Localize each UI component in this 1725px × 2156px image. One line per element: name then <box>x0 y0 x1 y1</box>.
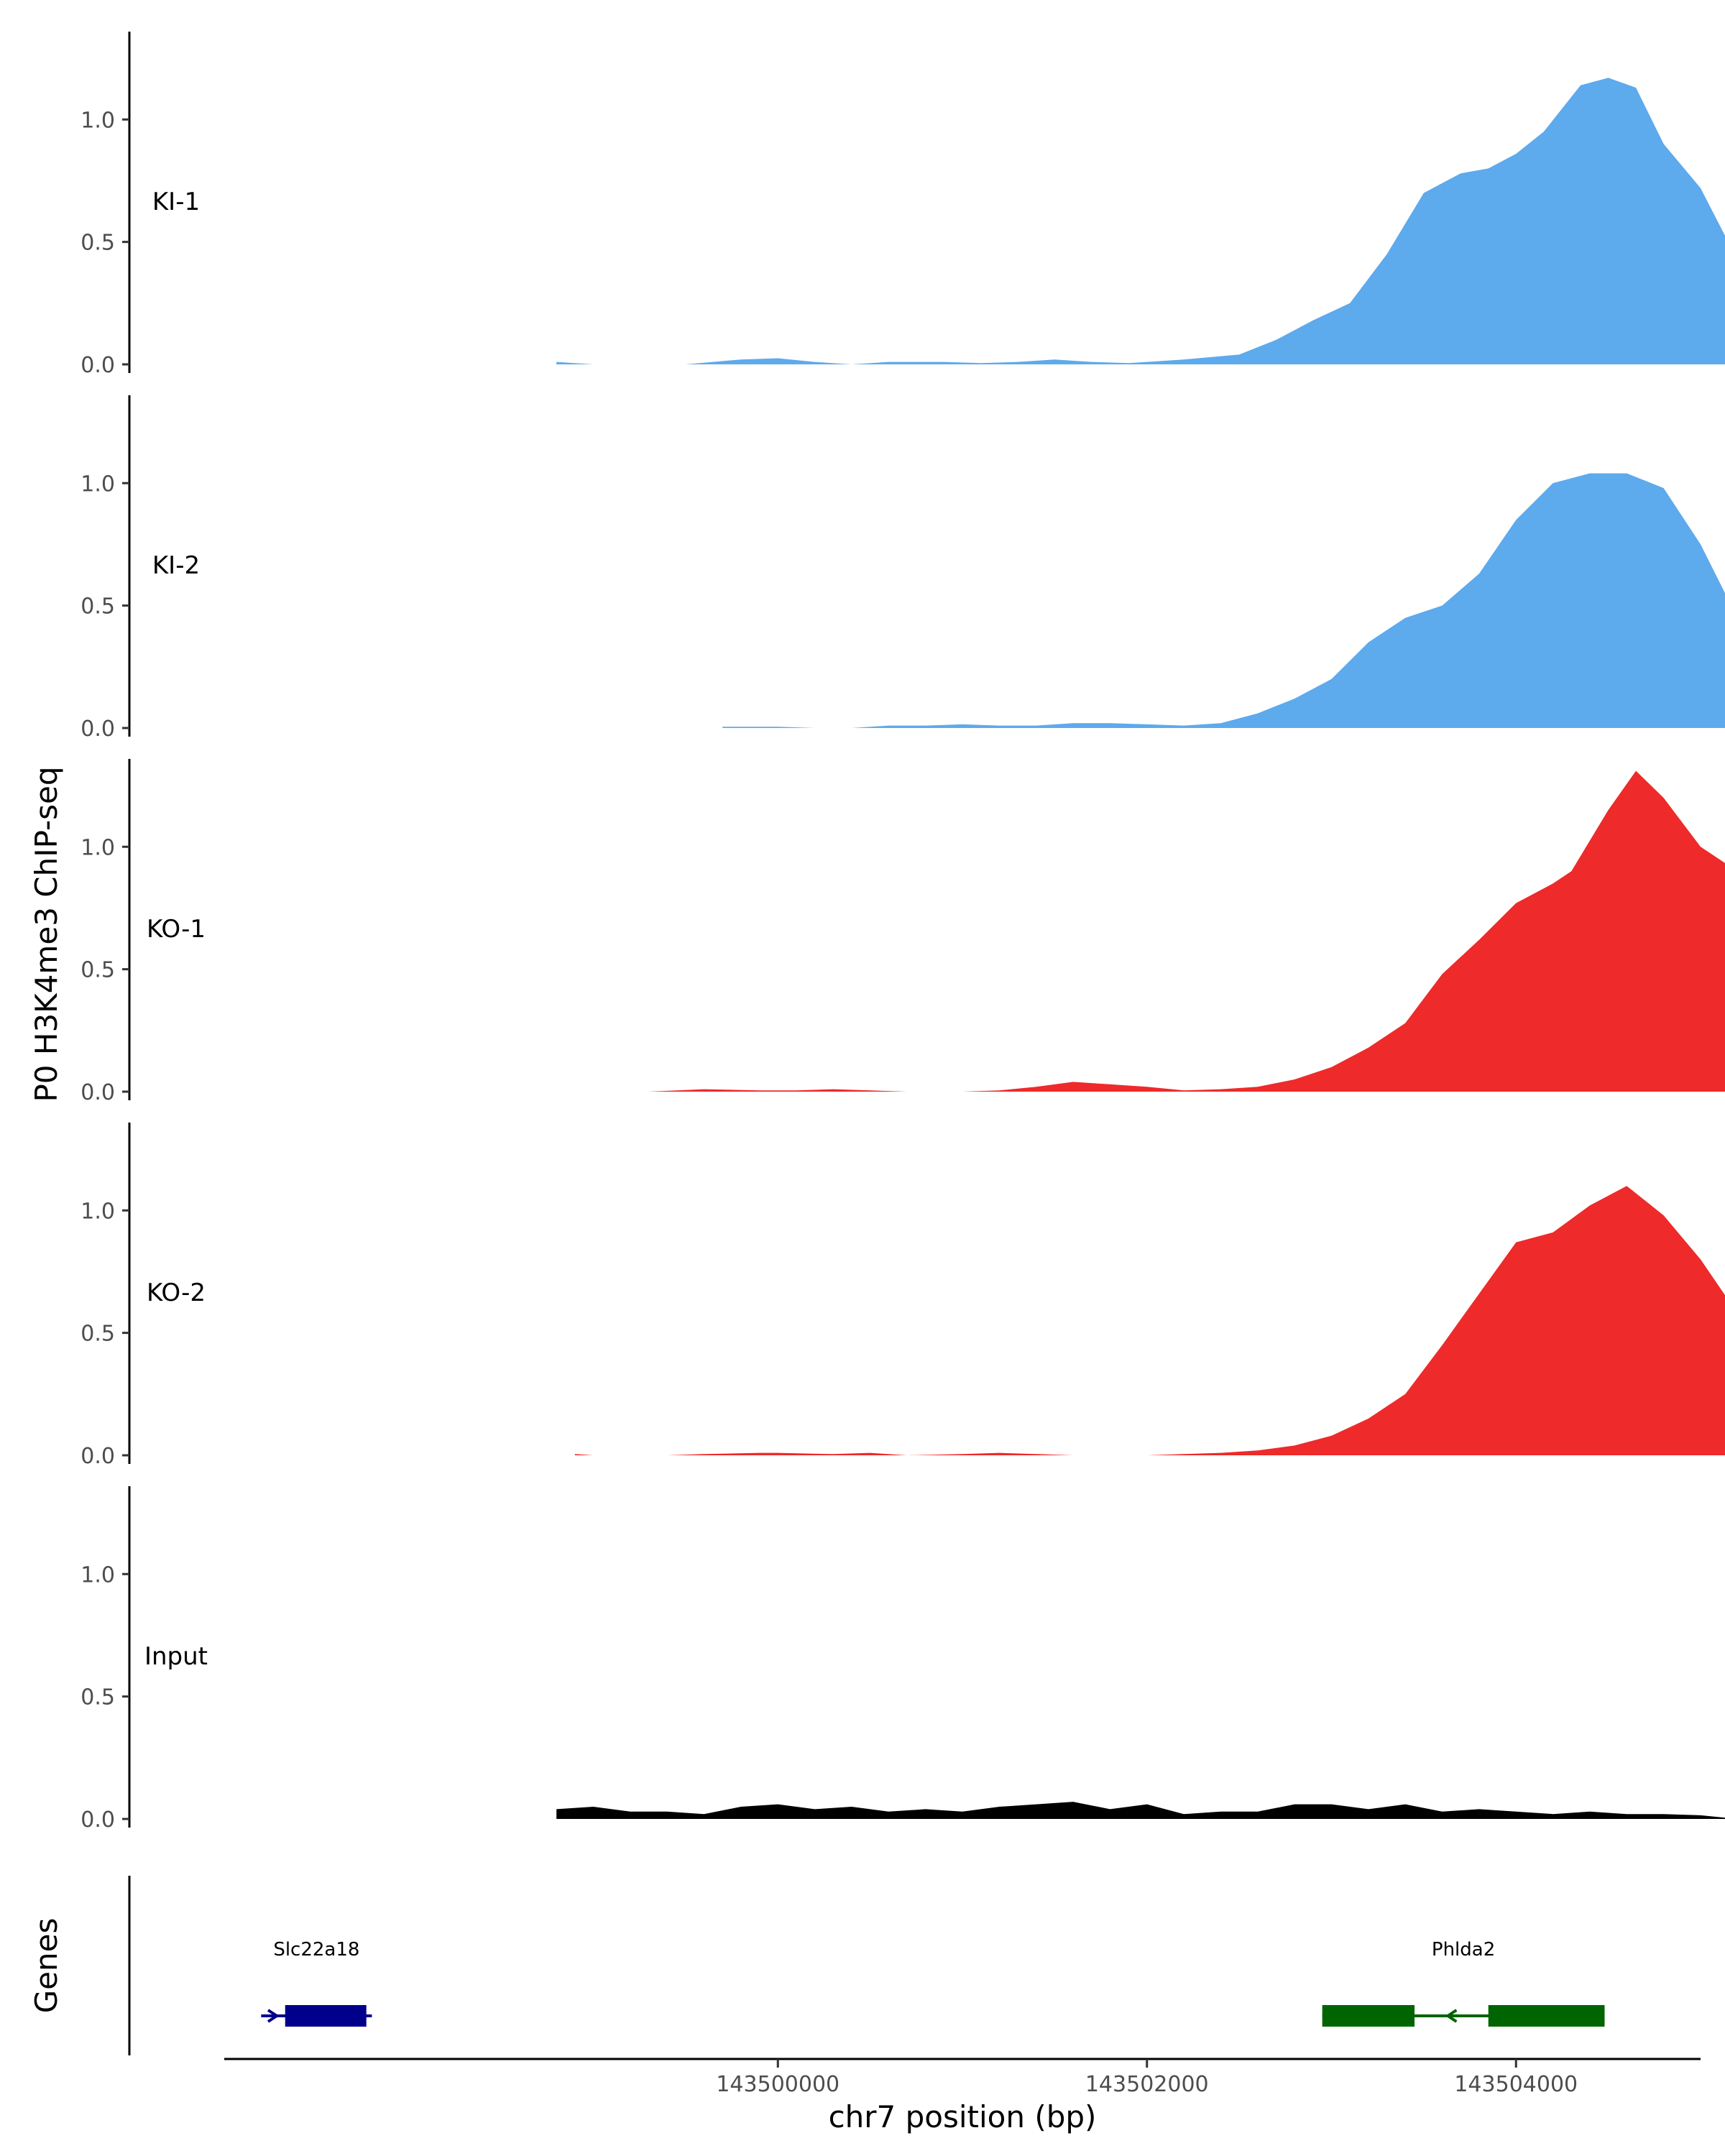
gene-track-title: Genes <box>29 1918 64 2014</box>
gene-label: Slc22a18 <box>273 1939 359 1961</box>
gene-exon-block <box>1488 2005 1605 2027</box>
y-tick-label: 0.0 <box>80 1807 115 1833</box>
track-ko-2: 0.0 0.5 1.0 KO-2 <box>80 1123 1725 1469</box>
signal-area-ki-1 <box>556 78 1725 364</box>
strand-arrow <box>1445 2009 1458 2023</box>
gene-exon-block <box>285 2005 367 2027</box>
y-tick-label: 1.0 <box>80 835 115 860</box>
x-tick-label: 143502000 <box>1085 2072 1209 2097</box>
x-axis: chr7 position (bp) 143500000 143502000 143… <box>224 2058 1701 2134</box>
y-tick-label: 0.0 <box>80 1080 115 1105</box>
gene-slc22a18: Slc22a18 <box>261 1939 372 2027</box>
track-label: Input <box>144 1642 208 1671</box>
y-tick-label: 0.5 <box>80 1322 115 1347</box>
track-label: KO-2 <box>147 1279 206 1307</box>
signal-area-ko-1 <box>648 770 1725 1092</box>
y-tick-label: 0.0 <box>80 717 115 742</box>
gene-annotation-track: Genes Slc22a18 Phlda2 <box>29 1876 1605 2055</box>
track-input: 0.0 0.5 1.0 Input <box>80 1486 1725 1833</box>
signal-tracks: 0.00.51.0KI-10.00.51.0KI-20.00.51.0KO-10… <box>80 32 1725 1833</box>
y-tick-label: 1.0 <box>80 1562 115 1588</box>
y-tick-label: 0.0 <box>80 353 115 378</box>
y-axis-title: P0 H3K4me3 ChIP-seq <box>29 766 64 1102</box>
signal-area-ko-2 <box>574 1186 1725 1455</box>
gene-exon-block <box>1322 2005 1415 2027</box>
y-tick-label: 0.5 <box>80 231 115 256</box>
gene-phlda2: Phlda2 <box>1322 1939 1605 2027</box>
track-ki-1: 0.0 0.5 1.0 KI-1 <box>80 32 1725 378</box>
track-label: KI-2 <box>152 551 200 580</box>
y-tick-label: 0.5 <box>80 1685 115 1710</box>
gene-label: Phlda2 <box>1432 1939 1495 1961</box>
x-axis-title: chr7 position (bp) <box>829 2099 1097 2134</box>
y-tick-label: 1.0 <box>80 471 115 497</box>
track-ki-2: 0.0 0.5 1.0 KI-2 <box>80 395 1725 742</box>
signal-area-ki-2 <box>722 473 1725 728</box>
track-ko-1: 0.0 0.5 1.0 KO-1 <box>80 759 1725 1105</box>
y-tick-label: 0.5 <box>80 594 115 619</box>
x-tick-label: 143500000 <box>716 2072 840 2097</box>
track-label: KI-1 <box>152 188 200 216</box>
y-tick-label: 0.5 <box>80 958 115 983</box>
x-tick-label: 143504000 <box>1454 2072 1578 2097</box>
track-label: KO-1 <box>147 915 206 944</box>
signal-area-input <box>556 1802 1725 1819</box>
y-tick-label: 1.0 <box>80 108 115 133</box>
y-tick-label: 0.0 <box>80 1444 115 1469</box>
y-tick-label: 1.0 <box>80 1199 115 1224</box>
strand-arrow <box>267 2009 280 2023</box>
